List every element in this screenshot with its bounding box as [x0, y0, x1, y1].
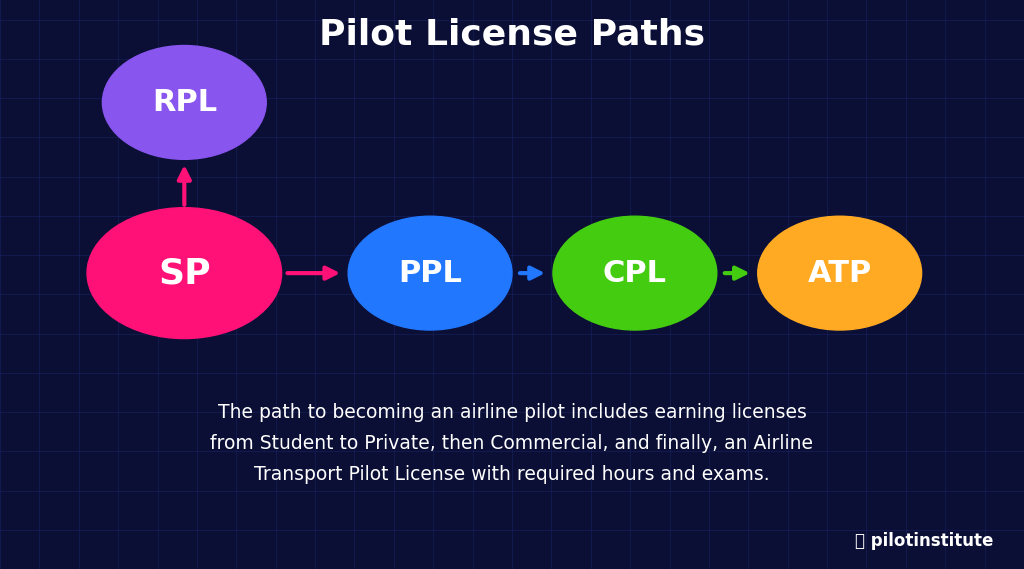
Text: RPL: RPL	[152, 88, 217, 117]
Text: The path to becoming an airline pilot includes earning licenses
from Student to : The path to becoming an airline pilot in…	[211, 403, 813, 484]
Text: SP: SP	[158, 256, 211, 290]
Text: ⛨ pilotinstitute: ⛨ pilotinstitute	[855, 531, 993, 550]
Ellipse shape	[758, 216, 922, 330]
Text: CPL: CPL	[603, 259, 667, 287]
Ellipse shape	[102, 46, 266, 159]
Ellipse shape	[348, 216, 512, 330]
Ellipse shape	[553, 216, 717, 330]
Ellipse shape	[87, 208, 282, 339]
Text: Pilot License Paths: Pilot License Paths	[318, 17, 706, 51]
Text: PPL: PPL	[398, 259, 462, 287]
Text: ATP: ATP	[808, 259, 871, 287]
